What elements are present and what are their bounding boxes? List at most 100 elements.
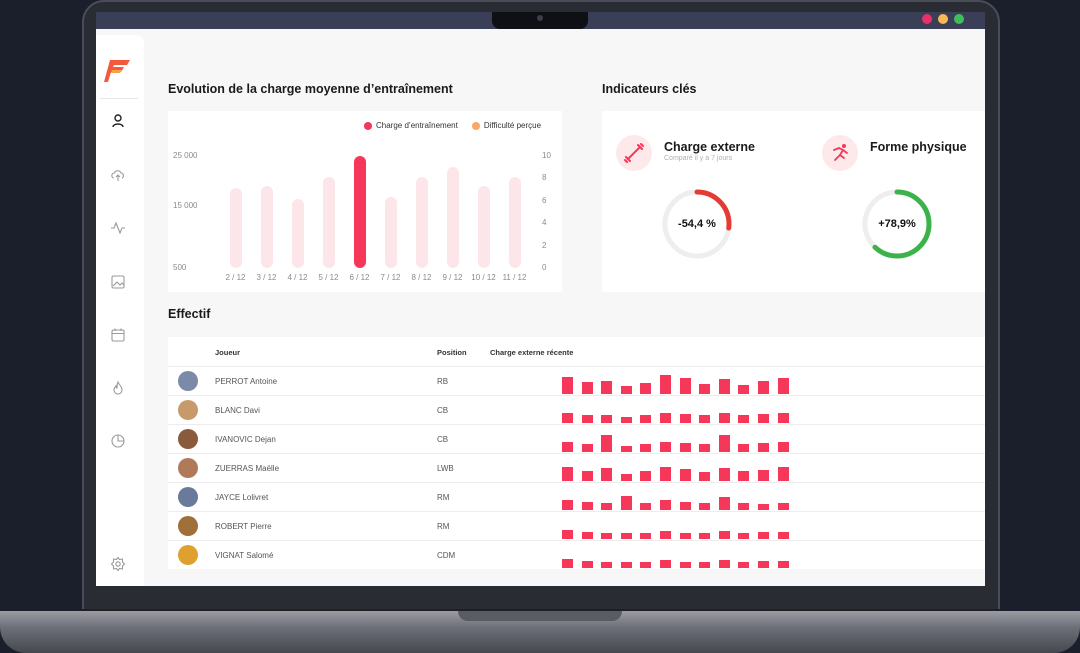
image-icon[interactable] bbox=[110, 274, 126, 290]
legend-swatch-difficulte bbox=[471, 121, 480, 130]
legend-item-difficulte: Difficulté perçue bbox=[483, 121, 542, 130]
load-bar bbox=[601, 562, 613, 568]
load-bar bbox=[601, 415, 613, 423]
load-bar bbox=[718, 435, 730, 452]
y-right-tick-label: 8 bbox=[542, 173, 547, 183]
kpi-card: Charge externe Comparé il y a 7 jours Fo… bbox=[602, 111, 985, 292]
chart-bar[interactable] bbox=[508, 176, 521, 268]
load-bar bbox=[660, 413, 671, 423]
kpi-title-charge-externe: Charge externe bbox=[664, 140, 756, 154]
upload-cloud-icon[interactable] bbox=[110, 167, 126, 183]
chart-card: Charge d’entraînement Difficulté perçue … bbox=[168, 111, 562, 292]
load-bar bbox=[620, 496, 632, 510]
load-bar bbox=[738, 471, 750, 481]
settings-icon[interactable] bbox=[110, 556, 126, 572]
avatar bbox=[178, 487, 198, 507]
x-tick-label: 11 / 12 bbox=[502, 273, 527, 282]
load-bar bbox=[562, 377, 573, 394]
load-bar bbox=[620, 386, 632, 394]
avatar bbox=[178, 429, 198, 449]
load-bar bbox=[718, 379, 730, 394]
load-bar bbox=[738, 562, 750, 568]
window-minimize-dot[interactable] bbox=[938, 14, 948, 24]
chart-legend: Charge d’entraînement Difficulté perçue bbox=[364, 121, 541, 130]
load-bar bbox=[777, 378, 789, 394]
player-name: VIGNAT Salomé bbox=[215, 551, 274, 560]
load-bar bbox=[758, 414, 769, 423]
load-bar bbox=[679, 533, 691, 539]
load-bar bbox=[562, 530, 573, 539]
load-bar bbox=[758, 561, 769, 568]
chart-bar[interactable] bbox=[260, 185, 273, 268]
pie-chart-icon[interactable] bbox=[110, 433, 126, 449]
player-position: RM bbox=[437, 493, 450, 502]
load-bar bbox=[562, 442, 573, 452]
load-bar bbox=[777, 532, 789, 539]
chart-bar[interactable] bbox=[384, 197, 397, 268]
calendar-icon[interactable] bbox=[110, 327, 126, 343]
load-bar bbox=[601, 533, 613, 539]
load-bar bbox=[699, 562, 711, 568]
load-bar bbox=[738, 444, 750, 452]
chart-bar[interactable] bbox=[415, 176, 428, 268]
load-bar bbox=[640, 562, 652, 568]
table-row[interactable]: IVANOVIC Dejan CB bbox=[168, 424, 985, 453]
chart-bar[interactable] bbox=[229, 188, 242, 268]
table-row[interactable]: ZUERRAS Maëlle LWB bbox=[168, 453, 985, 482]
load-bar bbox=[758, 532, 769, 539]
table-row[interactable]: JAYCE Lolivret RM bbox=[168, 482, 985, 511]
column-header-charge-externe[interactable]: Charge externe récente bbox=[490, 348, 574, 357]
load-bar bbox=[679, 443, 691, 452]
window-close-dot[interactable] bbox=[922, 14, 932, 24]
load-bar bbox=[738, 385, 750, 394]
y-left-tick-label: 25 000 bbox=[173, 151, 198, 160]
running-icon bbox=[822, 135, 858, 171]
column-header-position[interactable]: Position bbox=[437, 348, 467, 357]
load-bar bbox=[718, 413, 730, 423]
load-bar bbox=[758, 470, 769, 481]
y-left-tick-label: 500 bbox=[173, 263, 187, 272]
player-name: PERROT Antoine bbox=[215, 377, 278, 386]
player-position: CB bbox=[437, 406, 449, 415]
load-bar bbox=[660, 560, 671, 568]
column-header-joueur[interactable]: Joueur bbox=[215, 348, 241, 357]
load-bar bbox=[581, 561, 593, 568]
load-bar bbox=[758, 443, 769, 452]
load-bar bbox=[620, 474, 632, 481]
y-right-tick-label: 6 bbox=[542, 195, 547, 205]
player-name: ROBERT Pierre bbox=[215, 522, 272, 531]
camera bbox=[537, 15, 543, 21]
chart-bar[interactable] bbox=[477, 185, 490, 268]
load-bar bbox=[562, 467, 573, 481]
chart-bar[interactable] bbox=[291, 199, 304, 268]
table-row[interactable]: VIGNAT Salomé CDM bbox=[168, 540, 985, 569]
sidebar-divider bbox=[100, 98, 138, 99]
gauge-value-forme-physique: +78,9% bbox=[878, 218, 916, 230]
activity-icon[interactable] bbox=[110, 220, 126, 236]
table-row[interactable]: PERROT Antoine RB bbox=[168, 366, 985, 395]
chart-bar[interactable] bbox=[353, 156, 366, 268]
player-name: BLANC Davi bbox=[215, 406, 260, 415]
chart-section-title: Evolution de la charge moyenne d’entraîn… bbox=[168, 82, 453, 96]
kpi-subtitle-charge-externe: Comparé il y a 7 jours bbox=[664, 155, 733, 162]
load-bar bbox=[581, 471, 593, 481]
chart-bar[interactable] bbox=[322, 176, 335, 268]
load-bar bbox=[718, 468, 730, 481]
load-bar bbox=[640, 503, 652, 510]
kpi-section-title: Indicateurs clés bbox=[602, 82, 697, 96]
y-right-tick-label: 4 bbox=[542, 218, 547, 228]
legend-item-charge: Charge d’entraînement bbox=[376, 121, 458, 130]
load-bar bbox=[699, 503, 711, 510]
fire-icon[interactable] bbox=[110, 380, 126, 396]
chart-bar[interactable] bbox=[446, 167, 459, 268]
load-bar bbox=[679, 414, 691, 423]
window-maximize-dot[interactable] bbox=[954, 14, 964, 24]
app-logo-icon[interactable] bbox=[104, 58, 132, 84]
table-row[interactable]: BLANC Davi CB bbox=[168, 395, 985, 424]
load-bar bbox=[718, 497, 730, 510]
load-bar bbox=[738, 415, 750, 423]
x-tick-label: 4 / 12 bbox=[287, 273, 308, 282]
table-row[interactable]: ROBERT Pierre RM bbox=[168, 511, 985, 540]
player-position: LWB bbox=[437, 464, 454, 473]
user-icon[interactable] bbox=[110, 113, 126, 129]
